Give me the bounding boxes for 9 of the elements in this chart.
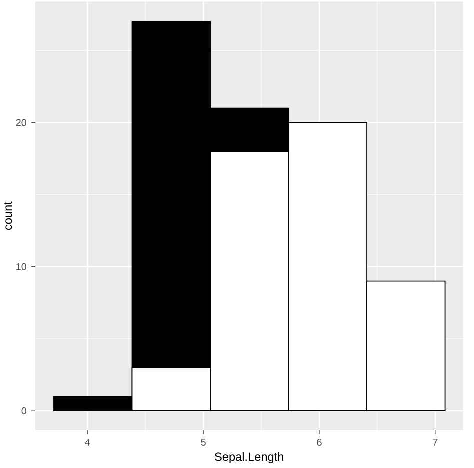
y-tick-label: 0	[22, 408, 26, 415]
y-tick-label: 10	[16, 263, 26, 270]
x-tick-label: 6	[317, 439, 322, 446]
y-tick-label: 20	[16, 119, 26, 126]
x-tick-label: 4	[85, 439, 90, 446]
x-axis-title: Sepal.Length	[215, 452, 284, 464]
x-tick-label: 7	[433, 439, 438, 446]
x-tick-label: 5	[201, 439, 206, 446]
y-axis-title: count	[4, 202, 12, 230]
